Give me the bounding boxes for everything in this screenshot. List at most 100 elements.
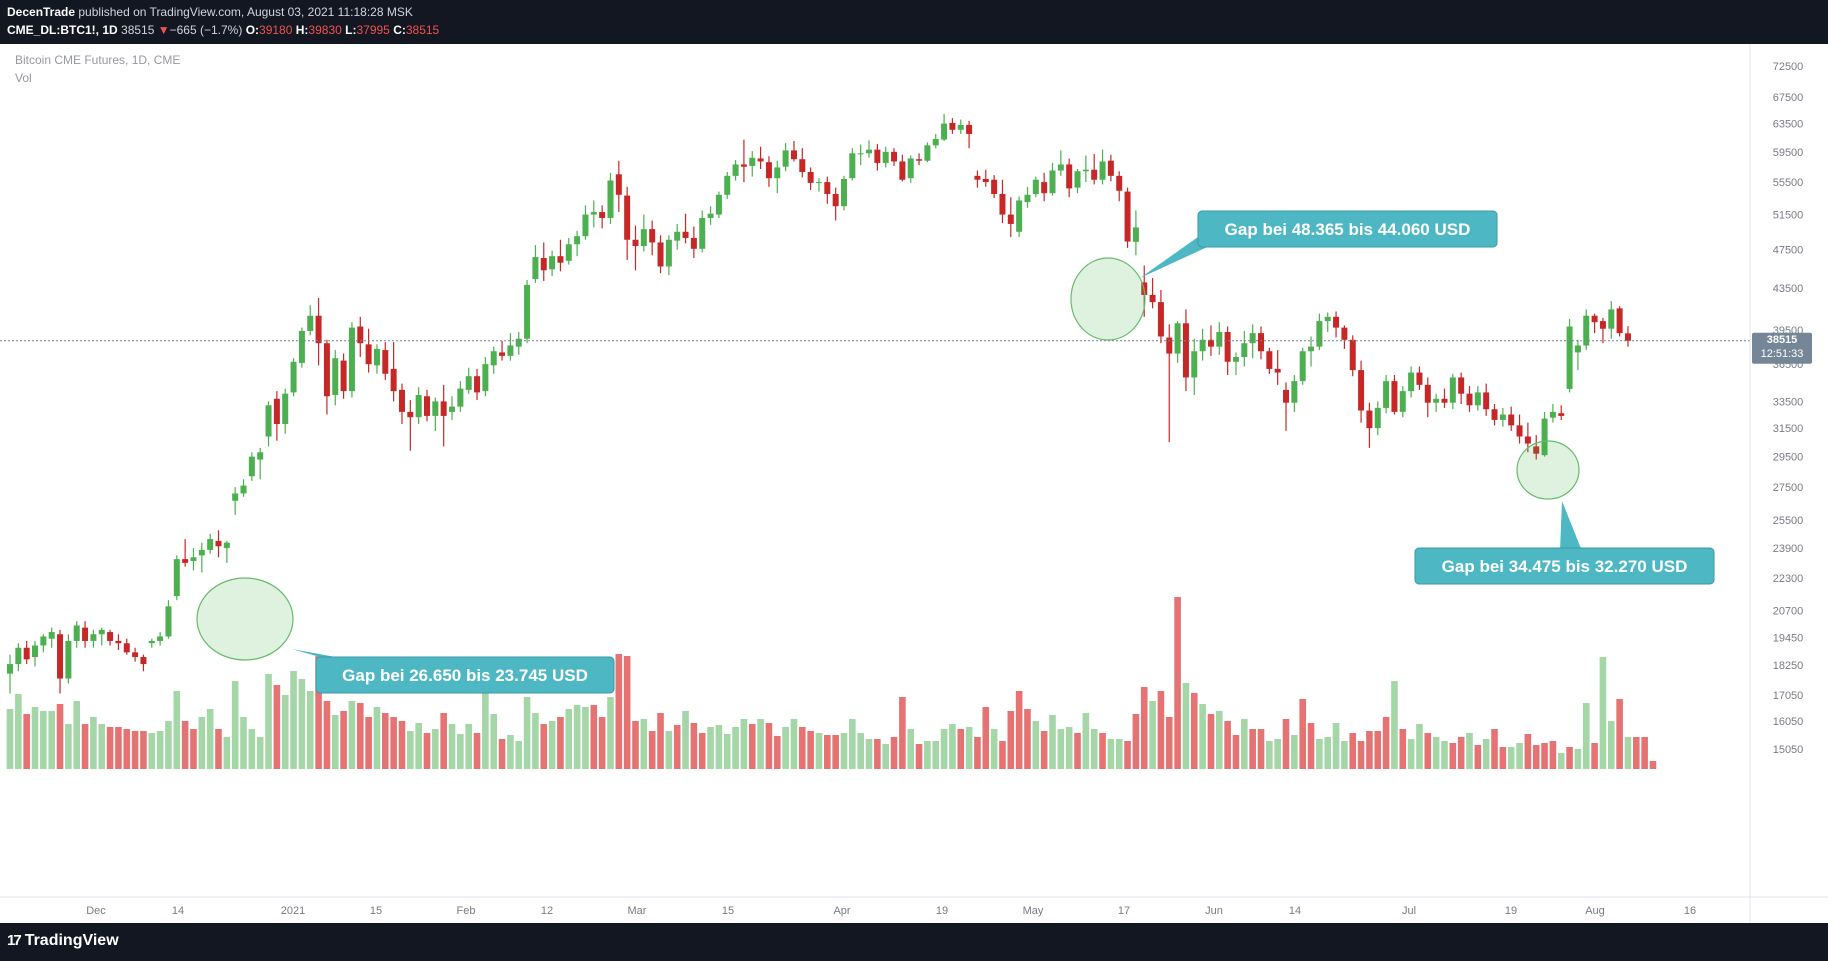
volume-bar	[932, 741, 940, 769]
candle-body	[866, 149, 873, 154]
candle	[1157, 289, 1164, 344]
volume-bar	[1624, 737, 1632, 769]
publish-header: DecenTrade published on TradingView.com,…	[0, 0, 1828, 44]
candle	[1374, 401, 1381, 436]
volume-bar	[6, 709, 14, 769]
volume-bar	[1407, 739, 1415, 769]
volume-bar	[1065, 727, 1073, 769]
volume-bar	[1307, 723, 1315, 769]
candle	[974, 170, 981, 188]
volume-bar	[1274, 739, 1281, 769]
candle-body	[974, 175, 981, 180]
candle	[273, 391, 280, 441]
candle-body	[148, 640, 155, 644]
candle-body	[1016, 200, 1023, 232]
volume-bar	[1266, 741, 1273, 769]
volume-bar	[799, 727, 806, 769]
price-axis-tick: 51500	[1773, 210, 1804, 222]
candle	[107, 629, 114, 646]
price-axis-tick: 31500	[1773, 423, 1804, 435]
candle	[332, 350, 339, 406]
volume-bar	[298, 679, 306, 769]
candle-body	[157, 636, 164, 641]
candle	[891, 148, 898, 166]
tradingview-logo[interactable]: 17 TradingView	[7, 932, 119, 950]
current-price-tag: 38515 12:51:33	[1752, 332, 1812, 364]
tradingview-logo-icon: 17	[7, 932, 22, 949]
volume-bar	[673, 725, 681, 769]
current-price-tag-value: 38515	[1767, 334, 1798, 346]
close-label: C:	[393, 23, 406, 37]
volume-bar	[1416, 724, 1423, 769]
candle-body	[398, 389, 405, 412]
price-chart[interactable]: Gap bei 26.650 bis 23.745 USD Gap bei 48.…	[0, 44, 1828, 923]
candle	[665, 235, 672, 276]
volume-bar	[323, 701, 331, 769]
volume-bar	[623, 656, 631, 769]
candle-body	[1007, 214, 1014, 224]
volume-bar	[1541, 743, 1548, 769]
volume-bar	[1633, 737, 1640, 769]
volume-bar	[857, 733, 864, 769]
candle-body	[432, 401, 439, 416]
candle-body	[849, 153, 856, 179]
candle-body	[1499, 414, 1506, 420]
candle-body	[765, 162, 772, 179]
candle	[540, 242, 547, 281]
candle-body	[257, 452, 264, 460]
legend-vol[interactable]: Vol	[15, 71, 32, 85]
candle	[707, 206, 714, 225]
volume-bar	[173, 691, 181, 769]
candle	[1224, 326, 1231, 375]
candle-body	[298, 330, 305, 363]
volume-bar	[990, 729, 998, 769]
candle	[132, 647, 139, 662]
candle	[916, 153, 923, 166]
volume-bar	[1341, 741, 1348, 769]
candle-body	[924, 145, 931, 161]
volume-bar	[165, 721, 172, 769]
volume-bar	[465, 724, 472, 769]
price-axis-tick: 47500	[1773, 245, 1804, 257]
candle	[1383, 374, 1390, 414]
volume-bar	[1099, 733, 1106, 769]
publisher-name[interactable]: DecenTrade	[7, 5, 76, 19]
candle-body	[1558, 413, 1565, 416]
candle	[1199, 328, 1206, 361]
candle	[223, 540, 230, 563]
candle-body	[966, 124, 973, 134]
volume-bar	[23, 714, 30, 769]
legend-title[interactable]: Bitcoin CME Futures, 1D, CME	[15, 53, 180, 67]
candle-body	[1207, 339, 1214, 347]
candle	[1032, 176, 1039, 198]
time-axis[interactable]: Dec 14 2021 15 Feb 12 Mar 15 Apr 19 May 17 Jun 14 Jul 1…	[86, 905, 1696, 917]
volume-bar	[131, 731, 139, 769]
candle-body	[1449, 377, 1456, 403]
candle	[1566, 318, 1573, 393]
bar-countdown: 12:51:33	[1761, 348, 1804, 360]
chart-area[interactable]: Gap bei 26.650 bis 23.745 USD Gap bei 48.…	[0, 44, 1828, 923]
candle-body	[1308, 346, 1315, 352]
candle	[198, 542, 205, 573]
candle-body	[499, 352, 506, 356]
candle	[357, 316, 364, 358]
candle-body	[273, 398, 280, 425]
volume-bar	[1499, 747, 1507, 769]
candle	[257, 447, 264, 480]
volume-bar	[790, 719, 798, 769]
candle-body	[1374, 407, 1381, 429]
candle-body	[1216, 332, 1223, 347]
candle-body	[1466, 393, 1473, 406]
volume-bar	[1249, 729, 1256, 769]
price-axis-tick: 22300	[1773, 573, 1804, 585]
candle-body	[632, 239, 639, 247]
volume-bar	[1382, 717, 1390, 769]
volume-bar	[1532, 745, 1540, 769]
time-axis-tick: 16	[1684, 905, 1696, 917]
candle-body	[515, 338, 522, 347]
candle	[173, 555, 180, 601]
candle	[82, 621, 89, 648]
candle-body	[1541, 418, 1548, 456]
price-axis[interactable]: 72500 67500 63500 59500 55500 51500 47500 43500…	[1773, 61, 1804, 756]
price-axis-tick: 20700	[1773, 606, 1804, 618]
